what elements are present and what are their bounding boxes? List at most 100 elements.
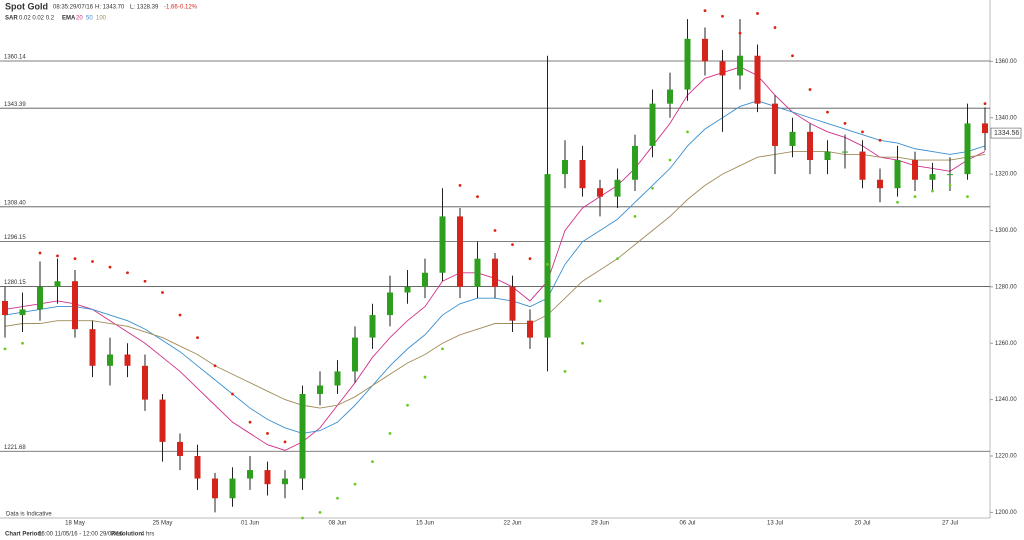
x-tick-label: 01 Jun xyxy=(241,521,259,527)
candle-body xyxy=(789,131,796,146)
x-tick-label: 20 Jul xyxy=(854,521,870,527)
candle-body xyxy=(317,385,323,394)
candle-body xyxy=(177,441,183,456)
candle-body xyxy=(597,188,603,197)
candle-body xyxy=(929,174,936,180)
candle-body xyxy=(474,258,481,287)
sar-dot xyxy=(598,299,602,303)
sar-dot xyxy=(231,392,234,396)
candle-body xyxy=(159,399,166,442)
candle-body xyxy=(842,151,848,153)
sar-dot xyxy=(353,482,357,486)
sar-params: 0.02 0.02 0.2 xyxy=(19,16,55,22)
y-tick-label: 1260.00 xyxy=(995,341,1017,347)
sar-dot xyxy=(808,88,812,91)
y-tick-label: 1200.00 xyxy=(995,510,1017,516)
candle-body xyxy=(527,320,533,338)
sar-dot xyxy=(931,189,934,193)
footer-label: Resolution: xyxy=(111,532,144,538)
sar-dot xyxy=(581,341,584,345)
candle-body xyxy=(457,216,463,287)
candle-body xyxy=(492,258,498,287)
sar-dot xyxy=(773,26,777,29)
candle-body xyxy=(229,478,236,499)
note: Data is Indicative xyxy=(6,512,52,518)
sar-dot xyxy=(861,130,864,134)
candle-body xyxy=(194,455,201,479)
sar-dot xyxy=(91,260,94,263)
timestamp: 08:35:29/07/16 xyxy=(53,5,94,11)
sar-dot xyxy=(546,262,549,266)
price-box xyxy=(990,127,1022,139)
header: Spot Gold 08:35:29/07/16 H: 1343.70 L: 1… xyxy=(5,1,198,21)
y-tick-label: 1240.00 xyxy=(995,397,1017,403)
sar-dot xyxy=(73,257,77,261)
candle-body xyxy=(912,160,918,180)
candle-body xyxy=(404,286,411,293)
level-label: 1221.68 xyxy=(4,445,26,451)
ema-line xyxy=(4,151,986,409)
footer-value: 16:00 11/05/16 - 12:00 29/07/16 xyxy=(38,532,124,538)
sar-dot xyxy=(791,54,794,58)
sar-dot xyxy=(196,336,199,340)
candle-body xyxy=(684,38,691,90)
candle-body xyxy=(737,55,743,76)
candle-body xyxy=(772,103,778,146)
candle-body xyxy=(439,216,446,273)
sar-dot xyxy=(266,432,269,435)
sar-dot xyxy=(213,364,217,368)
candle-body xyxy=(72,281,78,330)
sar-dot xyxy=(721,14,724,18)
sar-dot xyxy=(318,510,322,514)
x-tick-label: 27 Jul xyxy=(942,521,958,527)
sar-dot xyxy=(248,420,252,424)
chart-title: Spot Gold xyxy=(5,1,48,11)
candle-body xyxy=(299,393,306,479)
y-tick-label: 1220.00 xyxy=(995,454,1017,460)
sar-dot xyxy=(843,121,847,125)
y-tick-label: 1340.00 xyxy=(995,115,1017,121)
sar-dot xyxy=(756,12,759,15)
sar-dot xyxy=(283,440,287,444)
candle-body xyxy=(369,315,376,338)
level-label: 1308.40 xyxy=(4,200,26,206)
x-tick-label: 15 Jun xyxy=(416,521,434,527)
footer-label: Chart Period: xyxy=(5,532,43,538)
sar-dot xyxy=(563,370,567,373)
last-price: 1334.56 xyxy=(994,130,1019,137)
sar-dot xyxy=(38,251,42,255)
legend: 20 50 100 xyxy=(76,16,107,22)
low-label: L: 1328.39 xyxy=(130,5,159,11)
candle-body xyxy=(124,354,131,366)
sar-dot xyxy=(56,254,59,258)
sar-dot xyxy=(616,257,619,261)
candle-body xyxy=(964,123,971,175)
candle-body xyxy=(982,123,988,134)
candle-body xyxy=(387,292,393,316)
candle-body xyxy=(212,478,218,499)
level-label: 1280.15 xyxy=(4,280,26,286)
sar-dot xyxy=(143,279,147,283)
candle-body xyxy=(334,371,341,386)
ema-name: EMA xyxy=(62,16,76,22)
candle-body xyxy=(282,478,288,485)
sar-dot xyxy=(668,158,672,162)
candle-body xyxy=(632,145,638,180)
candle-body xyxy=(824,151,831,161)
sar-dot xyxy=(651,186,654,190)
legend-entry: 20 xyxy=(76,16,83,22)
high-label: H: 1343.70 xyxy=(95,5,125,11)
sar-dot xyxy=(913,195,917,199)
sar-dot xyxy=(633,215,637,218)
candle-body xyxy=(947,174,953,176)
candle-body xyxy=(352,337,358,372)
y-tick-label: 1320.00 xyxy=(995,172,1017,178)
sar-dot xyxy=(983,102,987,106)
x-tick-label: 25 May xyxy=(153,521,173,527)
y-tick-label: 1300.00 xyxy=(995,228,1017,234)
candle-body xyxy=(667,89,673,104)
candle-body xyxy=(264,470,271,485)
x-tick-label: 18 May xyxy=(65,521,85,527)
x-tick-label: 29 Jun xyxy=(591,521,609,527)
